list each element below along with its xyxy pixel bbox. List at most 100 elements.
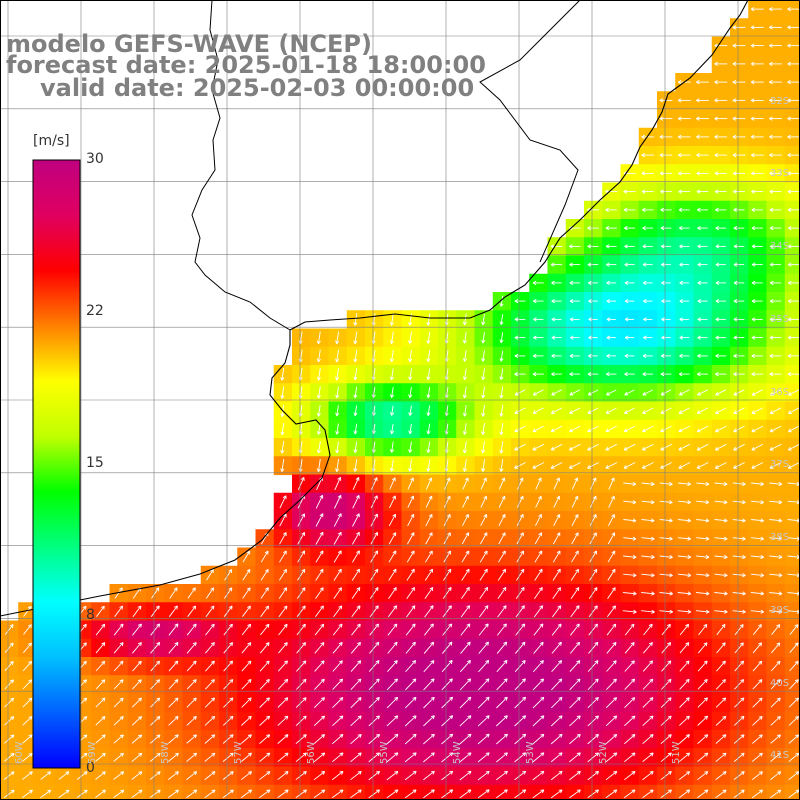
wind-cell — [54, 784, 74, 800]
wind-arrow-head — [679, 319, 683, 322]
wind-arrow-head — [575, 623, 580, 626]
wind-arrow — [131, 697, 142, 708]
wind-arrow — [751, 462, 764, 469]
wind-arrow — [3, 789, 15, 798]
wind-arrow-head — [605, 446, 609, 451]
wind-arrow — [132, 587, 141, 599]
wind-arrow-head — [594, 678, 599, 681]
wind-arrow — [186, 642, 197, 654]
wind-arrow-head — [487, 678, 490, 683]
wind-arrow-head — [560, 715, 563, 720]
wind-arrow — [734, 624, 744, 636]
wind-arrow-head — [301, 568, 305, 572]
wind-arrow — [589, 532, 597, 545]
wind-arrow-head — [769, 209, 774, 212]
wind-arrow — [695, 610, 710, 613]
wind-arrow-head — [231, 789, 234, 794]
wind-arrow — [296, 587, 306, 599]
wind-arrow — [241, 642, 252, 654]
wind-cell — [365, 620, 384, 640]
wind-arrow-head — [678, 391, 682, 396]
wind-arrow-head — [722, 734, 727, 736]
wind-arrow — [734, 697, 745, 708]
wind-arrow-head — [722, 679, 726, 681]
wind-arrow — [460, 641, 471, 654]
wind-arrow-head — [651, 573, 655, 576]
wind-arrow — [696, 425, 709, 433]
wind-arrow-head — [523, 623, 526, 628]
lat-label-38s: 38S — [770, 532, 790, 543]
wind-arrow-head — [788, 410, 791, 414]
wind-arrow — [441, 641, 453, 654]
wind-arrow-head — [357, 678, 362, 681]
wind-arrow-head — [538, 568, 543, 572]
wind-arrow — [76, 789, 88, 798]
wind-cell — [109, 748, 129, 768]
colorbar-tick-22: 22 — [86, 303, 104, 319]
wind-arrow — [770, 697, 781, 708]
wind-arrow-head — [156, 789, 161, 792]
wind-arrow — [386, 715, 399, 727]
wind-arrow-head — [176, 734, 179, 739]
wind-arrow-head — [769, 8, 773, 12]
wind-arrow-head — [121, 753, 124, 757]
wind-arrow-head — [500, 450, 504, 454]
wind-arrow-head — [414, 697, 417, 701]
wind-arrow-head — [426, 430, 429, 435]
wind-arrow-head — [353, 322, 356, 326]
wind-arrow — [113, 697, 124, 708]
wind-arrow — [407, 495, 414, 508]
wind-arrow-head — [551, 335, 556, 338]
wind-arrow — [714, 592, 728, 595]
wind-arrow-head — [286, 789, 289, 794]
wind-arrow-head — [605, 246, 610, 249]
wind-arrow — [409, 459, 412, 472]
wind-arrow-head — [588, 300, 592, 304]
wind-arrow — [336, 331, 340, 344]
wind-arrow-head — [101, 771, 106, 773]
wind-arrow-head — [723, 556, 728, 560]
wind-arrow — [333, 550, 342, 563]
wind-arrow-head — [283, 550, 287, 554]
wind-arrow-head — [614, 624, 617, 628]
wind-arrow-head — [769, 98, 773, 101]
wind-arrow-head — [724, 716, 727, 720]
wind-arrow-head — [469, 642, 471, 646]
wind-arrow — [571, 496, 579, 508]
wind-arrow-head — [733, 299, 738, 302]
wind-arrow-head — [787, 282, 792, 285]
wind-arrow-head — [499, 449, 502, 454]
wind-cell — [182, 730, 202, 749]
wind-arrow-head — [522, 733, 526, 736]
wind-arrow-head — [318, 358, 321, 363]
wind-arrow — [515, 587, 525, 600]
wind-arrow-head — [393, 605, 397, 608]
wind-arrow-head — [678, 207, 683, 211]
wind-arrow-head — [732, 173, 737, 176]
wind-arrow — [391, 313, 394, 326]
wind-arrow-head — [377, 660, 380, 665]
wind-arrow-head — [696, 373, 701, 377]
wind-arrow-head — [758, 624, 762, 627]
wind-arrow — [443, 568, 452, 581]
wind-arrow-head — [281, 395, 285, 399]
wind-arrow — [641, 592, 655, 595]
wind-arrow — [333, 513, 342, 527]
wind-arrow-head — [448, 623, 452, 626]
wind-arrow-head — [550, 428, 554, 432]
wind-arrow-head — [449, 715, 453, 718]
wind-arrow-head — [194, 697, 197, 702]
wind-cell — [547, 766, 567, 786]
wind-arrow — [569, 660, 581, 672]
wind-arrow — [496, 696, 508, 709]
wind-arrow-head — [592, 495, 597, 499]
wind-arrow — [587, 389, 599, 396]
wind-arrow — [372, 386, 376, 398]
wind-cell — [328, 784, 348, 800]
wind-arrow-head — [465, 514, 469, 517]
wind-arrow-head — [85, 790, 88, 794]
wind-arrow-head — [594, 696, 599, 699]
wind-arrow-head — [558, 733, 563, 736]
wind-arrow-head — [715, 391, 719, 396]
wind-arrow-head — [469, 734, 472, 738]
